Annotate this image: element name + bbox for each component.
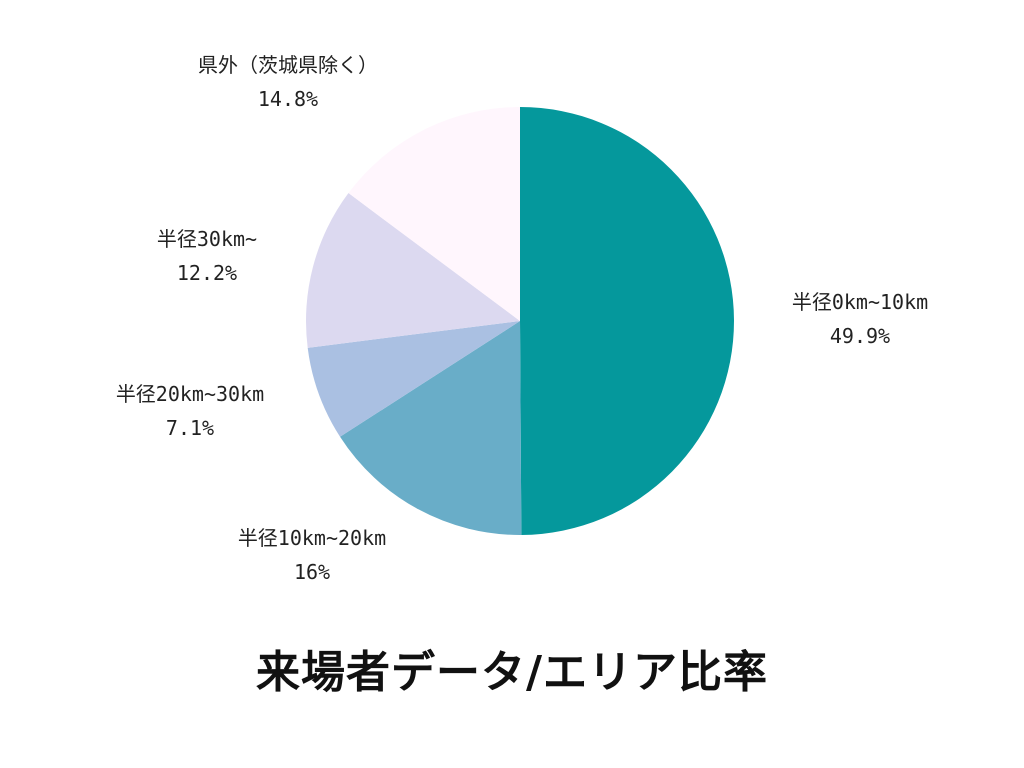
pie-slice [307,321,520,437]
pie-slice [305,193,520,348]
pie-slice [340,321,522,535]
slice-percent: 16% [293,560,331,584]
slice-percent: 14.8% [257,87,319,111]
slice-label-10-20km: 半径10km~20km 16% [212,521,412,589]
slice-percent: 49.9% [829,324,891,348]
slice-name: 半径20km~30km [115,382,265,406]
slice-percent: 12.2% [176,261,238,285]
slice-label-20-30km: 半径20km~30km 7.1% [90,377,290,445]
slice-label-30km-plus: 半径30km~ 12.2% [112,222,302,290]
slice-name: 半径0km~10km [791,290,929,314]
pie-slice [520,107,734,535]
pie-slice [348,107,520,321]
slice-name: 半径10km~20km [237,526,387,550]
slice-percent: 7.1% [165,416,215,440]
chart-title: 来場者データ/エリア比率 [255,647,769,698]
slice-name: 半径30km~ [156,227,258,251]
slice-name: 県外（茨城県除く） [198,53,378,77]
slice-label-0-10km: 半径0km~10km 49.9% [770,285,950,353]
slice-label-outside-prefecture: 県外（茨城県除く） 14.8% [158,48,418,116]
